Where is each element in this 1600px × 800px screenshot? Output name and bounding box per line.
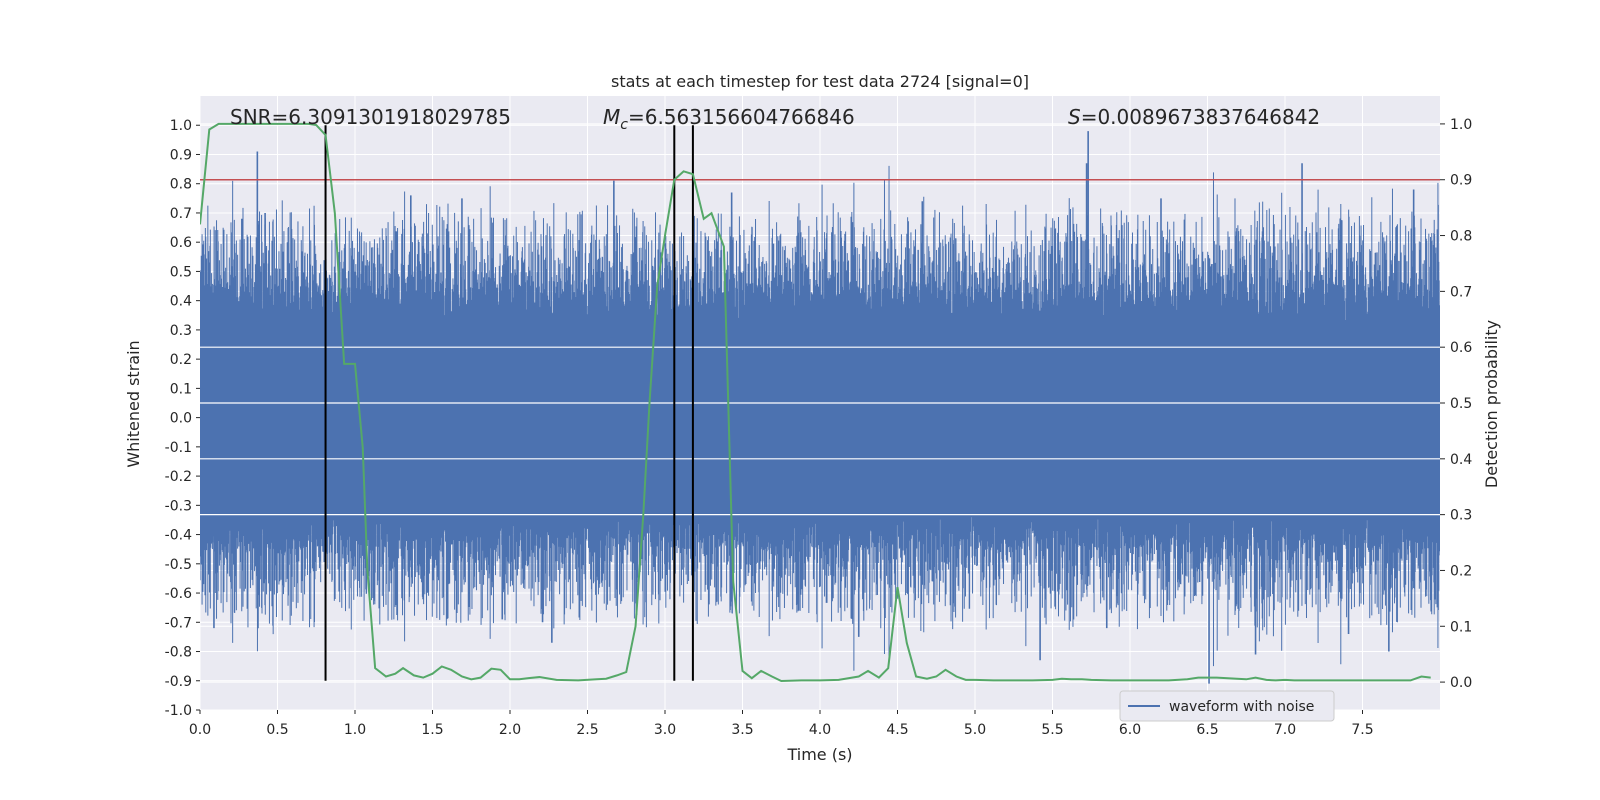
x-tick-label: 5.0 xyxy=(964,722,986,738)
y2-axis-title: Detection probability xyxy=(1482,320,1501,488)
x-tick-label: 1.5 xyxy=(421,722,443,738)
x-tick-label: 2.5 xyxy=(576,722,598,738)
y-tick-label: 0.9 xyxy=(170,147,192,163)
y-tick-label: 0.6 xyxy=(170,235,192,251)
s-symbol: S xyxy=(1068,105,1081,129)
x-tick-label: 6.5 xyxy=(1196,722,1218,738)
x-tick-label: 4.5 xyxy=(886,722,908,738)
y-tick-label: 0.1 xyxy=(170,381,192,397)
detection-probability-line xyxy=(200,122,1431,682)
chart-title: stats at each timestep for test data 272… xyxy=(611,72,1029,91)
snr-annotation: SNR=6.3091301918029785 xyxy=(230,105,511,129)
x-tick-label: 0.5 xyxy=(266,722,288,738)
y-axis-title: Whitened strain xyxy=(124,340,143,467)
y2-tick-label: 0.7 xyxy=(1450,284,1472,300)
waveform-core-band xyxy=(200,321,1440,515)
y-tick-label: -0.7 xyxy=(165,615,192,631)
y-tick-label: -1.0 xyxy=(165,703,192,719)
s-value: =0.0089673837646842 xyxy=(1081,105,1320,129)
y2-tick-label: 0.5 xyxy=(1450,396,1472,412)
chirp-mass-annotation: Mc=6.563156604766846 xyxy=(603,105,855,133)
y-tick-label: -0.2 xyxy=(165,469,192,485)
x-tick-label: 7.5 xyxy=(1351,722,1373,738)
y2-tick-label: 0.9 xyxy=(1450,173,1472,189)
x-tick-label: 0.0 xyxy=(189,722,211,738)
y-tick-label: 0.2 xyxy=(170,352,192,368)
y-tick-label: 0.3 xyxy=(170,323,192,339)
x-tick-label: 5.5 xyxy=(1041,722,1063,738)
legend: waveform with noise xyxy=(1119,690,1335,722)
y-tick-label: -0.4 xyxy=(165,528,192,544)
x-axis-title: Time (s) xyxy=(786,745,852,764)
chirp-mass-symbol: M xyxy=(603,105,620,129)
x-tick-label: 3.5 xyxy=(731,722,753,738)
y-tick-label: -0.6 xyxy=(165,586,192,602)
x-tick-label: 4.0 xyxy=(809,722,831,738)
y2-tick-label: 0.1 xyxy=(1450,619,1472,635)
x-tick-label: 7.0 xyxy=(1274,722,1296,738)
x-tick-label: 2.0 xyxy=(499,722,521,738)
y2-tick-label: 0.6 xyxy=(1450,340,1472,356)
y-tick-label: -0.3 xyxy=(165,498,192,514)
s-annotation: S=0.0089673837646842 xyxy=(1068,105,1320,129)
y2-tick-label: 0.0 xyxy=(1450,675,1472,691)
legend-label-waveform: waveform with noise xyxy=(1169,699,1314,715)
y-tick-label: 0.0 xyxy=(170,411,192,427)
y2-tick-label: 0.8 xyxy=(1450,229,1472,245)
chirp-mass-subscript: c xyxy=(620,117,628,133)
axes: 0.0 0.5 1.0 1.5 2.0 2.5 3.0 3.5 4.0 4.5 5.0 5.5 6.0 6… xyxy=(165,117,1473,738)
y-tick-label: -0.8 xyxy=(165,645,192,661)
y-tick-label: 0.4 xyxy=(170,294,192,310)
y-tick-label: -0.1 xyxy=(165,440,192,456)
chirp-mass-value: =6.563156604766846 xyxy=(628,105,855,129)
y-tick-label: 1.0 xyxy=(170,118,192,134)
y2-tick-label: 1.0 xyxy=(1450,117,1472,133)
x-tick-label: 1.0 xyxy=(344,722,366,738)
y2-tick-label: 0.4 xyxy=(1450,452,1472,468)
y-tick-label: 0.7 xyxy=(170,206,192,222)
legend-box xyxy=(1119,690,1335,722)
x-tick-label: 3.0 xyxy=(654,722,676,738)
y-tick-label: 0.5 xyxy=(170,264,192,280)
series-layer xyxy=(200,122,1440,684)
x-tick-label: 6.0 xyxy=(1119,722,1141,738)
y2-tick-label: 0.2 xyxy=(1450,563,1472,579)
y-tick-label: -0.9 xyxy=(165,674,192,690)
y-tick-label: 0.8 xyxy=(170,177,192,193)
y-tick-label: -0.5 xyxy=(165,557,192,573)
y2-tick-label: 0.3 xyxy=(1450,508,1472,524)
